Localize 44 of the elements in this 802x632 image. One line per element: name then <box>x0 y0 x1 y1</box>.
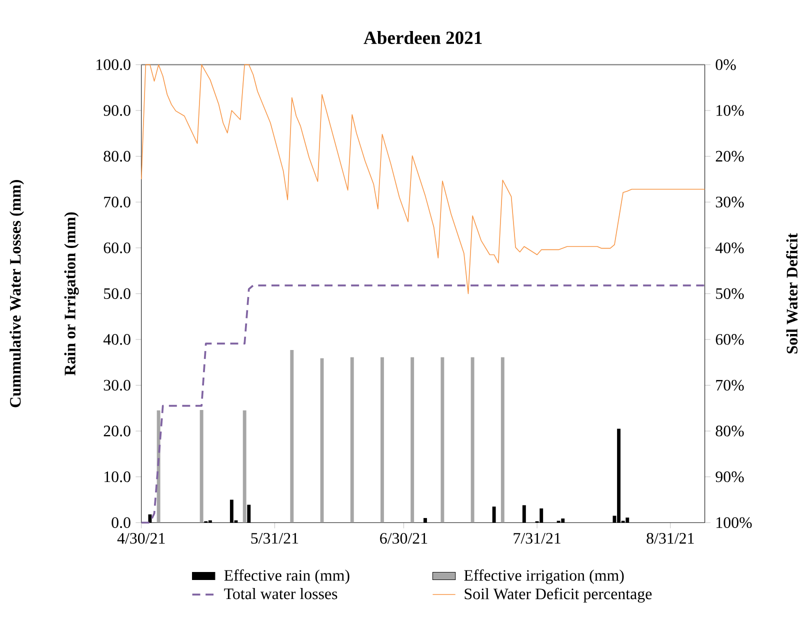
y-tick-label: 40.0 <box>103 334 130 345</box>
x-tick-label: 4/30/21 <box>117 532 165 544</box>
y-tick-label: 100.0 <box>96 59 130 70</box>
y2-tick-label: 80% <box>716 426 744 436</box>
legend-label: Total water losses <box>224 588 338 600</box>
y-tick-label: 90.0 <box>104 105 130 116</box>
y2-tick-label: 60% <box>716 334 744 345</box>
y2-tick-label: 0% <box>716 59 736 70</box>
bar <box>470 357 474 523</box>
x-tick-label: 6/30/21 <box>380 532 428 544</box>
bar <box>242 410 246 523</box>
legend-label: Effective rain (mm) <box>224 569 350 584</box>
bar <box>380 357 384 523</box>
x-tick-label: 5/31/21 <box>251 532 298 544</box>
y-axis-title: Cummulative Water Losses (mm) <box>10 180 24 408</box>
text: Rain or Irrigation (mm) <box>64 212 79 376</box>
bar <box>500 357 504 523</box>
bar <box>350 357 354 523</box>
bar <box>200 410 204 523</box>
legend-label: Soil Water Deficit percentage <box>464 588 652 603</box>
y-tick-label: 20.0 <box>104 426 130 436</box>
y-tick-label: 70.0 <box>104 196 130 208</box>
y2-tick-label: 90% <box>716 471 744 482</box>
y-tick-label: 50.0 <box>104 288 130 300</box>
bar <box>440 357 444 523</box>
bar <box>290 350 294 523</box>
y-tick-label: 80.0 <box>104 150 130 162</box>
y2-tick-label: 50% <box>716 288 744 300</box>
legend-label: Effective irrigation (mm) <box>464 569 624 584</box>
y2-tick-label: 100% <box>716 517 752 528</box>
y2-axis-title: Soil Water Deficit <box>786 233 798 354</box>
y2-tick-label: 30% <box>716 196 744 208</box>
y2-tick-label: 10% <box>716 105 744 116</box>
y-tick-label: 30.0 <box>104 380 130 391</box>
x-tick-label: 8/31/21 <box>646 532 694 544</box>
x-tick-label: 7/31/21 <box>514 532 560 544</box>
y2-tick-label: 40% <box>715 242 744 254</box>
y-tick-label: 0.0 <box>112 517 130 528</box>
chart-title: Aberdeen 2021 <box>364 30 482 44</box>
y-tick-label: 10.0 <box>104 471 130 482</box>
bar <box>410 357 414 523</box>
y2-tick-label: 20% <box>716 150 744 162</box>
y2-tick-label: 70% <box>716 380 744 391</box>
y-tick-label: 60.0 <box>104 242 130 254</box>
